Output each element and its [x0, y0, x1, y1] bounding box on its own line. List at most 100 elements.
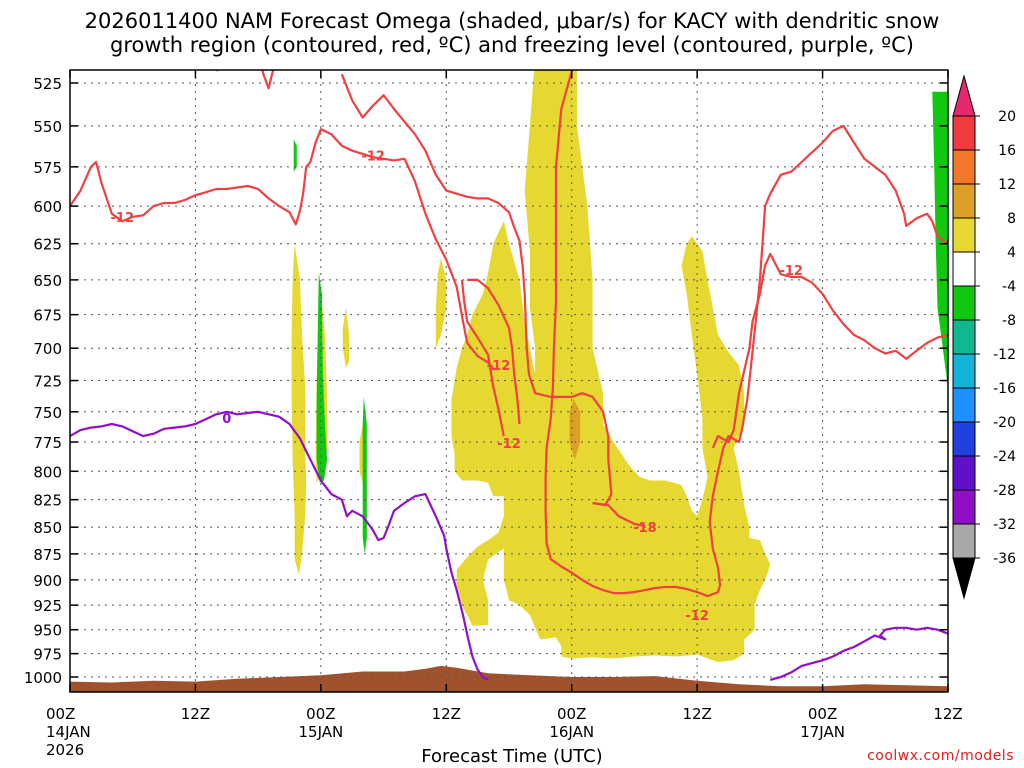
x-tick-label: 00Z — [557, 705, 586, 723]
x-tick-label: 12Z — [682, 705, 711, 723]
y-tick-label: 625 — [33, 236, 62, 254]
x-tick-date: 16JAN — [549, 723, 594, 741]
terrain-surface — [70, 665, 948, 692]
colorbar-swatch — [952, 115, 976, 151]
y-tick-label: 900 — [33, 572, 62, 590]
omega-region-omega-neg4-neg8 — [362, 396, 367, 554]
y-tick-label: 775 — [33, 434, 62, 452]
omega-region-omega-neg4-neg8 — [316, 272, 328, 483]
colorbar-label: 20 — [998, 109, 1016, 125]
contour-label: -12 — [487, 359, 511, 374]
y-tick-label: 825 — [33, 492, 62, 510]
contour-label: -18 — [633, 521, 657, 536]
x-tick-year: 2026 — [46, 741, 84, 759]
colorbar-label: -4 — [1002, 279, 1016, 295]
contour-label: -12 — [779, 264, 803, 279]
colorbar-label: 12 — [998, 177, 1016, 193]
x-tick-date: 14JAN — [46, 723, 91, 741]
freezing-level-contour — [70, 410, 489, 681]
colorbar-swatch — [952, 285, 976, 321]
colorbar-label: -20 — [993, 415, 1016, 431]
y-tick-label: 1000 — [24, 669, 62, 687]
grid — [70, 70, 948, 692]
colorbar-label: -32 — [993, 517, 1016, 533]
y-tick-label: 750 — [33, 404, 62, 422]
omega-region-omega-4-8 — [291, 243, 307, 575]
y-tick-label: 850 — [33, 519, 62, 537]
dgz-contour — [592, 501, 646, 528]
colorbar-swatch — [952, 523, 976, 559]
terrain — [70, 665, 948, 692]
y-tick-label: 725 — [33, 373, 62, 391]
contours — [70, 70, 948, 681]
colorbar-swatch — [952, 455, 976, 491]
dgz-contour — [261, 70, 275, 90]
colorbar-swatch — [952, 319, 976, 355]
y-tick-label: 975 — [33, 646, 62, 664]
contour-label: -12 — [361, 150, 385, 165]
x-tick-label: 00Z — [808, 705, 837, 723]
dgz-contour — [467, 278, 521, 425]
dgz-contour — [70, 128, 499, 371]
chart-title-line-1: 2026011400 NAM Forecast Omega (shaded, μ… — [84, 9, 940, 33]
y-tick-label: 650 — [33, 272, 62, 290]
colorbar-swatch — [952, 217, 976, 253]
x-tick-label: 12Z — [181, 705, 210, 723]
chart-title-line-2: growth region (contoured, red, ºC) and f… — [110, 33, 914, 57]
y-tick-label: 600 — [33, 198, 62, 216]
colorbar-swatch — [952, 421, 976, 457]
colorbar-label: -16 — [993, 381, 1016, 397]
x-axis-label: Forecast Time (UTC) — [421, 746, 603, 767]
colorbar-swatch — [952, 353, 976, 389]
y-axis: 525 550 575 600 625 650 675 700 725 750 775 800 825 8… — [24, 75, 948, 687]
colorbar-top-cap — [952, 74, 976, 117]
colorbar-swatch — [952, 183, 976, 219]
colorbar-swatch — [952, 489, 976, 525]
colorbar-bottom-cap — [952, 557, 976, 600]
colorbar-label: -36 — [993, 551, 1016, 567]
colorbar-swatch — [952, 251, 976, 287]
colorbar-label: 8 — [1007, 211, 1016, 227]
dgz-contour — [340, 73, 613, 507]
colorbar: 20 16 12 8 4 -4 -8 -12 -16 -20 -24 -28 -32 -36 — [952, 74, 1016, 600]
omega-region-omega-4-8 — [451, 70, 771, 663]
y-tick-label: 575 — [33, 159, 62, 177]
y-tick-label: 525 — [33, 75, 62, 93]
y-tick-label: 875 — [33, 546, 62, 564]
dgz-contour — [544, 70, 948, 598]
y-tick-label: 550 — [33, 118, 62, 136]
omega-region-omega-4-8 — [435, 258, 447, 349]
omega-shading — [291, 70, 948, 663]
contour-label: -12 — [497, 437, 521, 452]
contour-label: -12 — [111, 211, 135, 226]
omega-region-omega-neg4-neg8 — [293, 139, 297, 172]
dgz-contour — [711, 252, 948, 449]
x-tick-label: 12Z — [432, 705, 461, 723]
colorbar-label: 4 — [1007, 245, 1016, 261]
x-tick-label: 00Z — [306, 705, 335, 723]
colorbar-label: -12 — [993, 347, 1016, 363]
colorbar-label: -28 — [993, 483, 1016, 499]
y-tick-label: 700 — [33, 340, 62, 358]
colorbar-swatch — [952, 387, 976, 423]
colorbar-swatch — [952, 149, 976, 185]
x-tick-date: 15JAN — [298, 723, 343, 741]
colorbar-label: -24 — [993, 449, 1016, 465]
contour-label: 0 — [222, 412, 231, 427]
x-tick-date: 17JAN — [800, 723, 845, 741]
y-tick-label: 800 — [33, 463, 62, 481]
omega-region-omega-8-12 — [569, 399, 581, 460]
omega-region-omega-4-8 — [342, 307, 350, 368]
contour-labels: -12 -12 -12 -12 -18 -12 -12 0 — [111, 150, 803, 624]
contour-label: -12 — [685, 609, 709, 624]
freezing-level-contour — [770, 626, 948, 681]
colorbar-label: -8 — [1002, 313, 1016, 329]
y-tick-label: 925 — [33, 597, 62, 615]
site-credit[interactable]: coolwx.com/models — [867, 748, 1014, 764]
x-tick-label: 00Z — [46, 705, 75, 723]
x-tick-label: 12Z — [933, 705, 962, 723]
y-tick-label: 675 — [33, 307, 62, 325]
y-tick-label: 950 — [33, 622, 62, 640]
